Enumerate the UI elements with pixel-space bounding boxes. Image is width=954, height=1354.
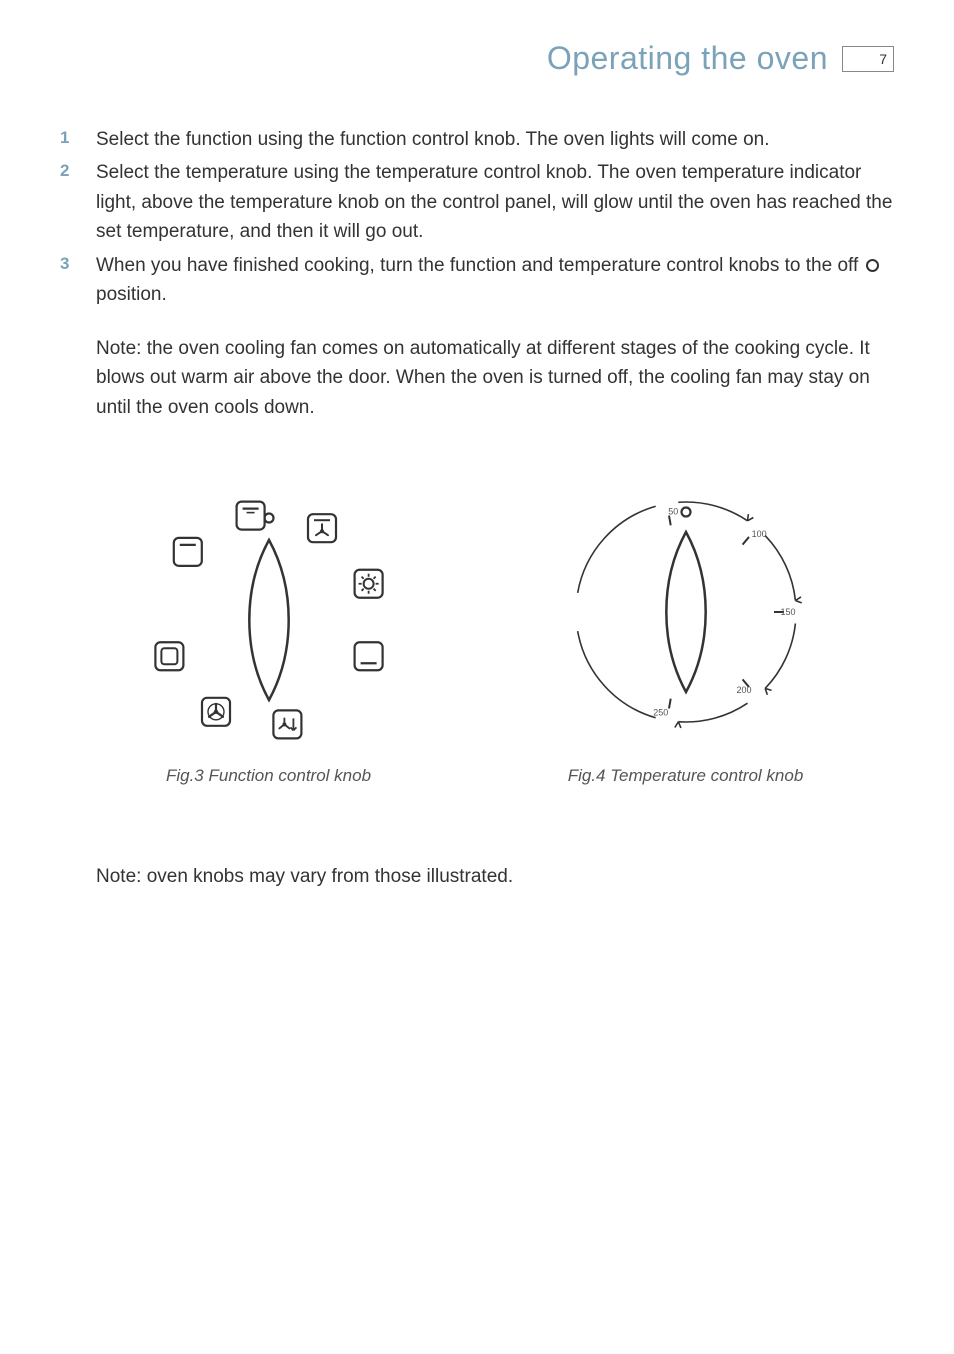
step-text: Select the function using the function c… bbox=[96, 125, 894, 154]
cooling-fan-note: Note: the oven cooling fan comes on auto… bbox=[60, 334, 894, 422]
page: Operating the oven 7 1 Select the functio… bbox=[0, 0, 954, 1354]
figure-temperature-knob: 50 100 150 200 250 Fig.4 Temperature control… bbox=[546, 482, 826, 786]
page-title: Operating the oven bbox=[547, 40, 828, 77]
step-item: 3 When you have finished cooking, turn th… bbox=[60, 251, 894, 310]
temperature-scale-label: 250 bbox=[653, 707, 668, 717]
page-number-box: 7 bbox=[842, 46, 894, 72]
page-number: 7 bbox=[879, 51, 887, 67]
step-text: When you have finished cooking, turn the… bbox=[96, 251, 894, 310]
function-mode-icon bbox=[273, 710, 301, 738]
temperature-scale-label: 150 bbox=[780, 607, 795, 617]
function-mode-icon bbox=[236, 502, 264, 530]
function-knob-svg bbox=[129, 482, 409, 742]
temperature-scale-label: 200 bbox=[736, 685, 751, 695]
function-mode-icon bbox=[173, 538, 201, 566]
step-number: 3 bbox=[60, 251, 78, 310]
temperature-scale-label: 100 bbox=[751, 529, 766, 539]
step-number: 1 bbox=[60, 125, 78, 154]
temperature-knob-svg: 50 100 150 200 250 bbox=[546, 482, 826, 742]
step-number: 2 bbox=[60, 158, 78, 246]
figure-function-knob: Fig.3 Function control knob bbox=[129, 482, 409, 786]
temperature-scale-label: 50 bbox=[668, 506, 678, 516]
function-mode-icon bbox=[308, 514, 336, 542]
temperature-knob-caption: Fig.4 Temperature control knob bbox=[546, 766, 826, 786]
off-icon bbox=[866, 259, 879, 272]
function-mode-icon bbox=[202, 698, 230, 726]
step-item: 1 Select the function using the function … bbox=[60, 125, 894, 154]
figures-row: Fig.3 Function control knob 50 100 150 200 2… bbox=[60, 482, 894, 786]
function-mode-icon bbox=[354, 570, 382, 598]
steps-list: 1 Select the function using the function … bbox=[60, 125, 894, 310]
function-mode-icon bbox=[155, 642, 183, 670]
content: 1 Select the function using the function … bbox=[60, 125, 894, 888]
header: Operating the oven 7 bbox=[60, 40, 894, 77]
function-mode-icon bbox=[354, 642, 382, 670]
step-item: 2Select the temperature using the temper… bbox=[60, 158, 894, 246]
step-text: Select the temperature using the tempera… bbox=[96, 158, 894, 246]
function-knob-caption: Fig.3 Function control knob bbox=[129, 766, 409, 786]
knobs-vary-note: Note: oven knobs may vary from those ill… bbox=[60, 866, 894, 888]
